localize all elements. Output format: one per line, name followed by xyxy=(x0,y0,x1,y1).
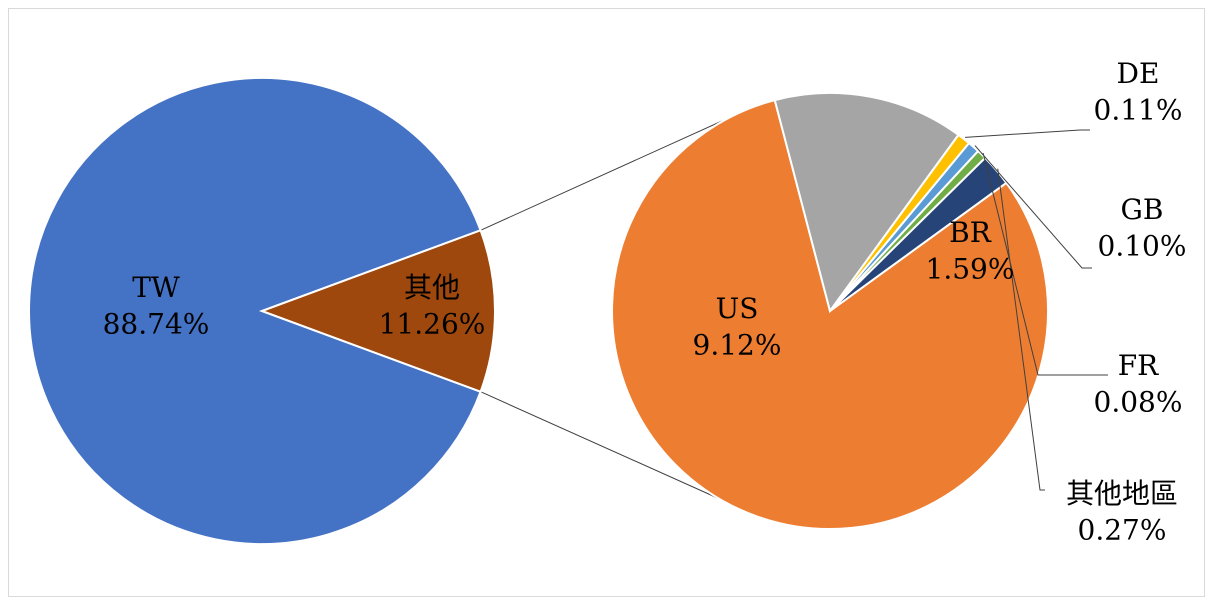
leader-line-other-regions xyxy=(997,168,1045,491)
connector-line-bottom xyxy=(480,391,723,501)
data-labels: TW 88.74% 其他 11.26% US 9.12% BR 1.59% DE 0.11% GB 0… xyxy=(103,57,1187,546)
connector-line-top xyxy=(480,120,723,231)
leader-line-gb xyxy=(974,145,1092,269)
data-label-other-regions: 其他地區 0.27% xyxy=(1066,477,1178,546)
data-label-tw: TW 88.74% xyxy=(103,271,210,340)
leader-line-de xyxy=(965,129,1090,138)
data-label-us: US 9.12% xyxy=(693,292,782,361)
connector-lines xyxy=(480,120,723,501)
data-label-gb: GB 0.10% xyxy=(1098,193,1187,262)
data-label-other: 其他 11.26% xyxy=(379,271,486,340)
secondary-pie xyxy=(611,92,1049,530)
chart-frame xyxy=(8,8,1205,597)
secondary-slice-us xyxy=(611,98,1049,530)
data-label-de: DE 0.11% xyxy=(1094,57,1183,126)
secondary-slice-br xyxy=(773,92,960,314)
leader-lines xyxy=(965,129,1108,491)
leader-line-fr xyxy=(982,152,1108,376)
data-label-br: BR 1.59% xyxy=(926,216,1015,285)
data-label-fr: FR 0.08% xyxy=(1094,349,1183,418)
main-slice-tw xyxy=(28,77,482,545)
main-slice-other xyxy=(259,229,496,393)
main-pie xyxy=(28,77,496,545)
